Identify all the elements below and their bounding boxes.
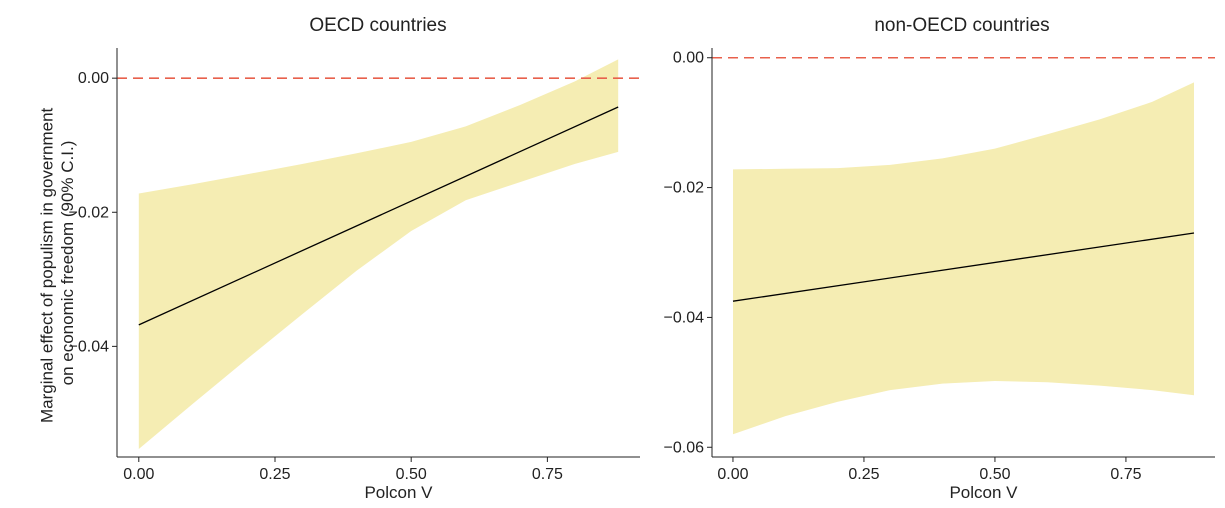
- x-tick-label: 0.75: [1110, 466, 1141, 483]
- shared-ylabel-line-1: Marginal effect of populism in governmen…: [37, 107, 56, 423]
- x-tick-label: 0.00: [717, 466, 748, 483]
- x-axis-label: Polcon V: [949, 483, 1018, 502]
- x-tick-label: 0.00: [123, 466, 154, 483]
- y-tick-label: −0.04: [69, 338, 110, 355]
- x-tick-label: 0.50: [979, 466, 1010, 483]
- confidence-band: [733, 82, 1194, 435]
- chart-title: OECD countries: [309, 15, 446, 36]
- x-tick-label: 0.25: [848, 466, 879, 483]
- x-tick-label: 0.75: [532, 466, 563, 483]
- marginal-effect-line: [138, 106, 619, 326]
- x-axis-label: Polcon V: [364, 483, 433, 502]
- y-tick-label: −0.02: [69, 204, 110, 221]
- confidence-band: [138, 59, 619, 450]
- x-tick-label: 0.25: [259, 466, 290, 483]
- y-tick-label: −0.02: [664, 180, 705, 197]
- marginal-effect-line: [732, 232, 1195, 302]
- chart-title: non-OECD countries: [874, 15, 1049, 36]
- y-tick-label: 0.00: [673, 50, 704, 67]
- x-tick-label: 0.50: [396, 466, 427, 483]
- y-tick-label: −0.06: [664, 439, 705, 456]
- panel-oecd: 0.00 −0.02 −0.04 0.00 0.25 0.50 0.75 OECD count…: [69, 15, 640, 502]
- y-tick-label: −0.04: [664, 309, 705, 326]
- y-tick-label: 0.00: [78, 70, 109, 87]
- shared-ylabel-line-2: on economic freedom (90% C.I.): [58, 141, 77, 386]
- shared-ylabel: Marginal effect of populism in governmen…: [37, 103, 76, 423]
- panel-non-oecd: 0.00 −0.02 −0.04 −0.06 0.00 0.25 0.50 0.75 non-O…: [664, 15, 1215, 502]
